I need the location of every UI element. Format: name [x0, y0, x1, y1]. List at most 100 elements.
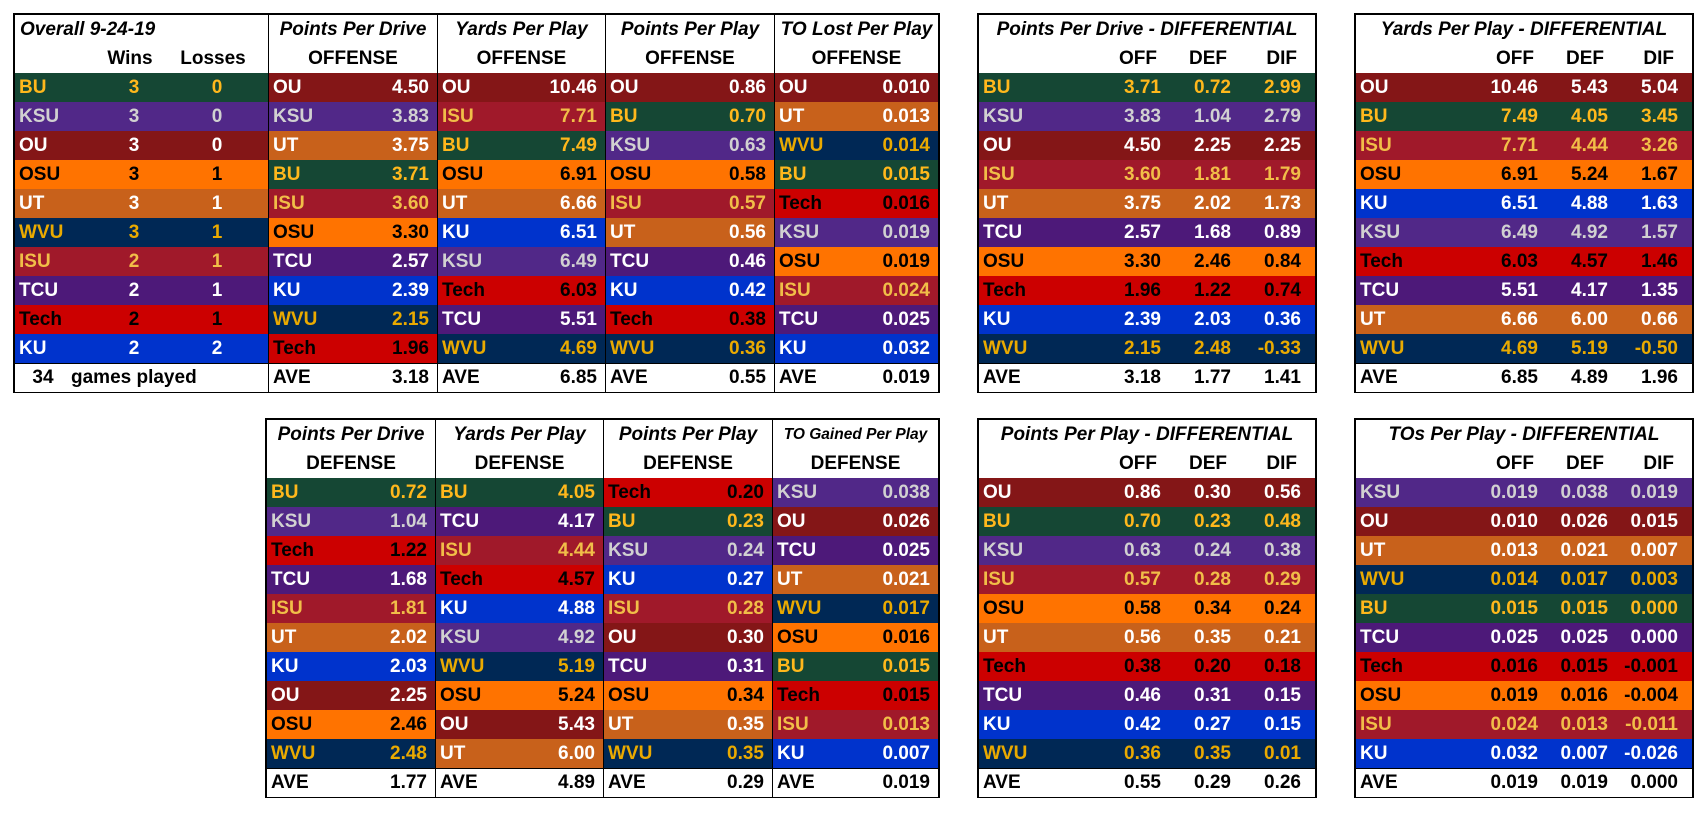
- defense-col-0-row: WVU 2.48: [267, 739, 435, 768]
- team-name: KU: [273, 279, 301, 301]
- overall-row: OU 3 0: [15, 131, 268, 160]
- stat-value: 2.57: [392, 250, 429, 272]
- ave-value: 1.77: [390, 772, 427, 793]
- off-average: 3.18: [1124, 367, 1161, 388]
- team-name: KSU: [983, 539, 1024, 561]
- wins-value: 3: [128, 163, 140, 185]
- team-name: ISU: [19, 250, 51, 272]
- stat-value: 0.23: [727, 510, 764, 532]
- offense-col-3-row: KSU 0.019: [775, 218, 938, 247]
- off-value: 0.019: [1490, 684, 1538, 706]
- team-name: KSU: [440, 626, 481, 648]
- defense-col-3-title: TO Gained Per Play: [783, 425, 928, 443]
- off-value: 0.010: [1490, 510, 1538, 532]
- stat-value: 4.05: [558, 481, 595, 503]
- def-value: 0.34: [1194, 597, 1231, 619]
- stat-value: 4.69: [560, 337, 597, 359]
- team-name: KU: [608, 568, 636, 590]
- offense-col-0-subtitle: OFFENSE: [308, 47, 398, 69]
- defense-col-3-row: OU 0.026: [773, 507, 938, 536]
- stat-value: 1.22: [390, 539, 427, 561]
- def-value: 0.28: [1194, 568, 1231, 590]
- stat-value: 0.27: [727, 568, 764, 590]
- ave-label: AVE: [1360, 367, 1398, 388]
- offense-col-2-row: OSU 0.58: [606, 160, 774, 189]
- team-name: WVU: [779, 134, 824, 156]
- wins-value: 2: [128, 279, 140, 301]
- defense-col-0-row: OSU 2.46: [267, 710, 435, 739]
- dif-value: 0.003: [1630, 568, 1678, 590]
- dif-value: 0.015: [1630, 510, 1678, 532]
- def-value: 1.68: [1194, 221, 1231, 243]
- stat-value: 5.24: [558, 684, 595, 706]
- team-name: KSU: [1360, 221, 1401, 243]
- team-name: OU: [19, 134, 48, 156]
- differential-row: OU 0.86 0.30 0.56: [979, 478, 1315, 507]
- stat-value: 0.35: [727, 742, 764, 764]
- differential-table-to: TOs Per Play - DIFFERENTIAL OFF DEF DIF KSU 0…: [1354, 418, 1694, 798]
- stat-value: 2.46: [390, 713, 427, 735]
- off-average: 0.019: [1490, 772, 1538, 793]
- dif-value: 1.57: [1641, 221, 1678, 243]
- differential-row: WVU 0.36 0.35 0.01: [979, 739, 1315, 768]
- def-value: 2.25: [1194, 134, 1231, 156]
- team-name: ISU: [983, 568, 1015, 590]
- differential-row: UT 6.66 6.00 0.66: [1356, 305, 1692, 334]
- ave-label: AVE: [983, 367, 1021, 388]
- differential-row: ISU 3.60 1.81 1.79: [979, 160, 1315, 189]
- column-header-off: OFF: [1119, 452, 1157, 474]
- defense-col-0-average-row: AVE 1.77: [267, 768, 435, 797]
- stat-value: 1.96: [392, 337, 429, 359]
- off-value: 0.56: [1124, 626, 1161, 648]
- team-name: UT: [983, 626, 1009, 648]
- stat-value: 4.50: [392, 76, 429, 98]
- team-name: WVU: [1360, 568, 1405, 590]
- dif-value: 0.24: [1264, 597, 1301, 619]
- team-name: TCU: [440, 510, 480, 532]
- stat-value: 0.36: [729, 337, 766, 359]
- team-name: OU: [983, 481, 1012, 503]
- def-value: 4.44: [1571, 134, 1608, 156]
- dif-value: 0.56: [1264, 481, 1301, 503]
- team-name: TCU: [1360, 279, 1400, 301]
- team-name: Tech: [983, 655, 1026, 677]
- ave-value: 0.29: [727, 772, 764, 793]
- def-value: 0.35: [1194, 626, 1231, 648]
- defense-col-2-row: KU 0.27: [604, 565, 772, 594]
- differential-row: KSU 0.63 0.24 0.38: [979, 536, 1315, 565]
- def-value: 2.03: [1194, 308, 1231, 330]
- stat-value: 0.032: [882, 337, 930, 359]
- stat-value: 5.43: [558, 713, 595, 735]
- defense-col-3-row: KSU 0.038: [773, 478, 938, 507]
- off-value: 6.91: [1501, 163, 1538, 185]
- team-name: WVU: [777, 597, 822, 619]
- def-value: 2.02: [1194, 192, 1231, 214]
- overall-row: WVU 3 1: [15, 218, 268, 247]
- stat-value: 2.02: [390, 626, 427, 648]
- team-name: UT: [608, 713, 634, 735]
- team-name: OSU: [983, 250, 1025, 272]
- stat-value: 0.015: [882, 163, 930, 185]
- differential-row: UT 3.75 2.02 1.73: [979, 189, 1315, 218]
- wins-value: 2: [128, 308, 140, 330]
- differential-row: TCU 2.57 1.68 0.89: [979, 218, 1315, 247]
- team-name: WVU: [983, 742, 1028, 764]
- team-name: OSU: [610, 163, 652, 185]
- team-name: TCU: [777, 539, 817, 561]
- team-name: TCU: [442, 308, 482, 330]
- team-name: WVU: [271, 742, 316, 764]
- overall-row: OSU 3 1: [15, 160, 268, 189]
- team-name: TCU: [610, 250, 650, 272]
- losses-value: 1: [211, 163, 223, 185]
- differential-row: WVU 4.69 5.19 -0.50: [1356, 334, 1692, 363]
- offense-col-1: Yards Per Play OFFENSE OU 10.46 ISU 7.71 BU 7.4…: [438, 15, 606, 392]
- defense-col-2-row: TCU 0.31: [604, 652, 772, 681]
- differential-row: WVU 2.15 2.48 -0.33: [979, 334, 1315, 363]
- team-name: KU: [440, 597, 468, 619]
- team-name: TCU: [983, 684, 1023, 706]
- wins-value: 2: [128, 250, 140, 272]
- team-name: Tech: [983, 279, 1026, 301]
- defense-col-1-subtitle: DEFENSE: [474, 452, 565, 474]
- offense-col-2-row: ISU 0.57: [606, 189, 774, 218]
- wins-value: 3: [128, 134, 140, 156]
